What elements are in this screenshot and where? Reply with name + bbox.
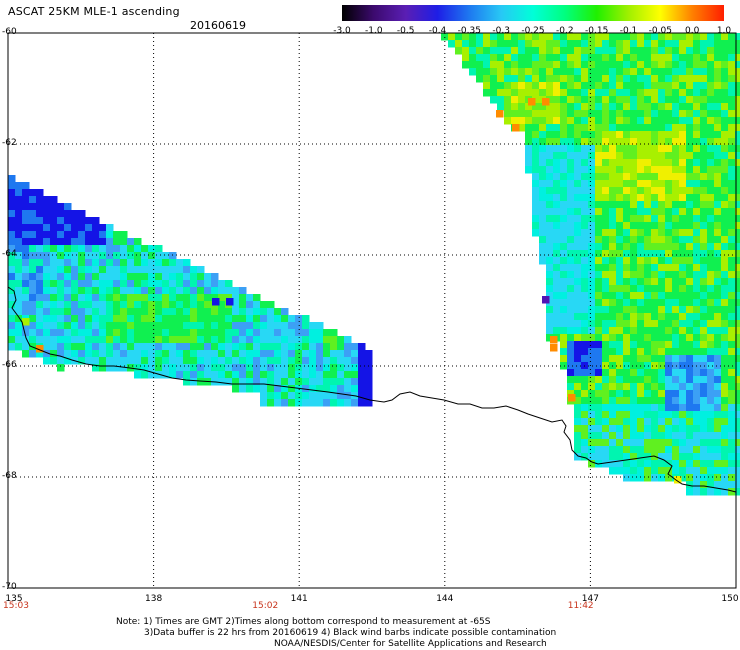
coastline bbox=[7, 286, 737, 493]
longitude-tick-label: 135 bbox=[5, 594, 23, 604]
colorbar-tick-label: -0.5 bbox=[396, 26, 415, 36]
longitude-tick-label: 147 bbox=[581, 594, 599, 604]
colorbar-tick-label: -0.15 bbox=[585, 26, 609, 36]
latitude-tick-label: -66 bbox=[2, 360, 17, 370]
colorbar-tick-label: 0.0 bbox=[684, 26, 700, 36]
longitude-tick-label: 141 bbox=[290, 594, 308, 604]
colorbar-tick-label: -3.0 bbox=[333, 26, 351, 36]
latitude-tick-label: -64 bbox=[2, 249, 17, 259]
longitude-tick-label: 138 bbox=[145, 594, 163, 604]
longitude-tick-label: 150 bbox=[721, 594, 739, 604]
colorbar-tick-label: -0.05 bbox=[648, 26, 672, 36]
colorbar-scale bbox=[342, 5, 724, 21]
wind-data-swath bbox=[8, 33, 740, 496]
pass-time-label: 15:02 bbox=[252, 601, 279, 611]
product-date: 20160619 bbox=[190, 19, 246, 32]
colorbar-tick-label: -1.0 bbox=[365, 26, 383, 36]
footnote-line-1: Note: 1) Times are GMT 2)Times along bot… bbox=[116, 617, 491, 627]
colorbar-tick-label: -0.1 bbox=[619, 26, 638, 36]
colorbar-tick-label: -0.25 bbox=[521, 26, 545, 36]
latitude-tick-label: -70 bbox=[2, 582, 17, 592]
colorbar-tick-label: -0.35 bbox=[457, 26, 481, 36]
latitude-tick-label: -62 bbox=[2, 138, 17, 148]
latitude-tick-label: -60 bbox=[2, 27, 17, 37]
pass-time-label: 11:42 bbox=[567, 601, 594, 611]
colorbar-tick-label: 1.0 bbox=[716, 26, 732, 36]
colorbar-tick-label: -0.2 bbox=[556, 26, 574, 36]
product-title: ASCAT 25KM MLE-1 ascending bbox=[8, 5, 180, 18]
map-frame bbox=[7, 32, 737, 589]
footnote-line-2: 3)Data buffer is 22 hrs from 20160619 4)… bbox=[144, 628, 557, 638]
longitude-tick-label: 144 bbox=[436, 594, 454, 604]
footnote-line-3: NOAA/NESDIS/Center for Satellite Applica… bbox=[274, 639, 547, 649]
colorbar-tick-label: -0.4 bbox=[428, 26, 447, 36]
footnote: Note: 1) Times are GMT 2)Times along bot… bbox=[116, 617, 556, 650]
pass-time-label: 15:03 bbox=[3, 601, 29, 611]
colorbar bbox=[342, 5, 724, 21]
graticule bbox=[8, 33, 736, 588]
colorbar-tick-label: -0.3 bbox=[492, 26, 510, 36]
latitude-tick-label: -68 bbox=[2, 471, 17, 481]
